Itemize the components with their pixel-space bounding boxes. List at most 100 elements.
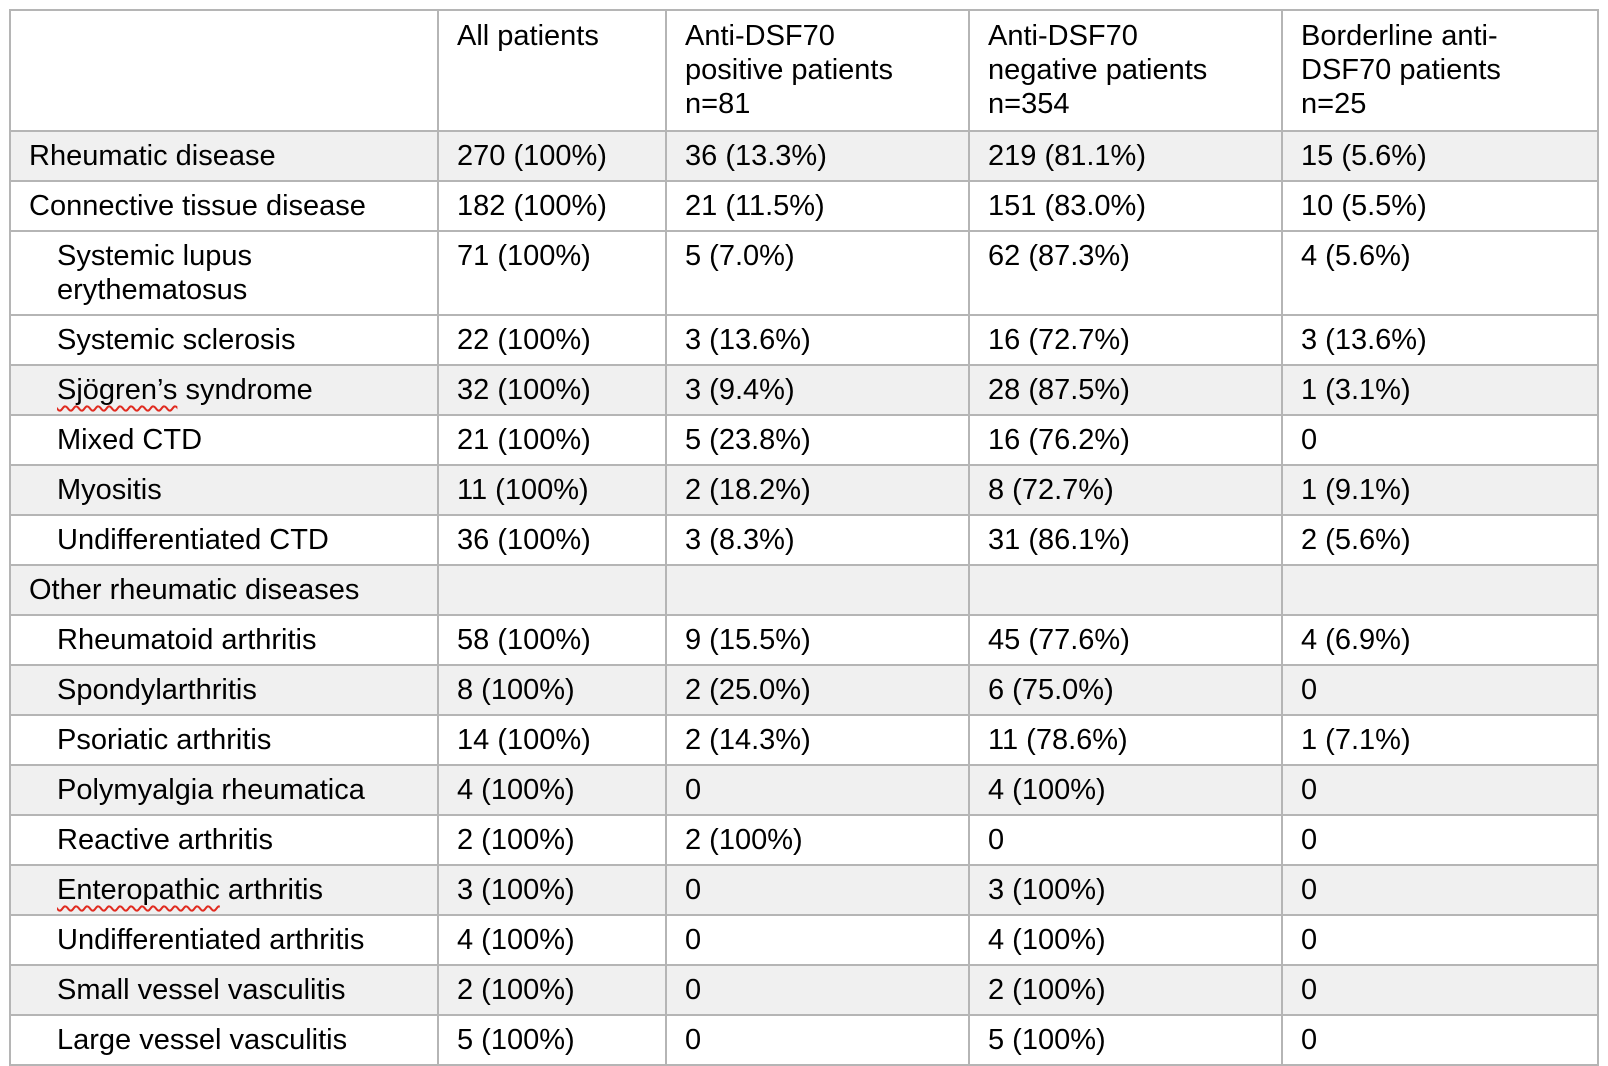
data-cell[interactable]: 0: [1281, 1014, 1599, 1066]
data-cell[interactable]: [1281, 564, 1599, 616]
data-cell[interactable]: 71 (100%): [437, 230, 667, 316]
column-header-cell[interactable]: Borderline anti- DSF70 patients n=25: [1281, 9, 1599, 132]
row-label-cell[interactable]: Systemic sclerosis: [9, 314, 439, 366]
data-cell[interactable]: 5 (100%): [968, 1014, 1283, 1066]
data-cell[interactable]: 0: [665, 964, 970, 1016]
row-label-cell[interactable]: Spondylarthritis: [9, 664, 439, 716]
data-cell[interactable]: [968, 564, 1283, 616]
row-label-cell[interactable]: Sjögren’s syndrome: [9, 364, 439, 416]
data-cell[interactable]: 21 (11.5%): [665, 180, 970, 232]
data-cell[interactable]: 3 (8.3%): [665, 514, 970, 566]
data-cell[interactable]: 0: [1281, 814, 1599, 866]
column-header-cell[interactable]: Anti-DSF70 negative patients n=354: [968, 9, 1283, 132]
data-cell[interactable]: 0: [1281, 864, 1599, 916]
data-cell[interactable]: 9 (15.5%): [665, 614, 970, 666]
data-cell[interactable]: 270 (100%): [437, 130, 667, 182]
row-label-cell[interactable]: Enteropathic arthritis: [9, 864, 439, 916]
data-cell[interactable]: 2 (100%): [665, 814, 970, 866]
cell-value: 0: [685, 924, 702, 956]
data-cell[interactable]: 2 (14.3%): [665, 714, 970, 766]
data-cell[interactable]: 15 (5.6%): [1281, 130, 1599, 182]
data-cell[interactable]: 45 (77.6%): [968, 614, 1283, 666]
data-cell[interactable]: 2 (25.0%): [665, 664, 970, 716]
data-cell[interactable]: 8 (72.7%): [968, 464, 1283, 516]
cell-value: 5 (7.0%): [685, 240, 795, 272]
data-cell[interactable]: 36 (100%): [437, 514, 667, 566]
data-cell[interactable]: 22 (100%): [437, 314, 667, 366]
data-cell[interactable]: 2 (18.2%): [665, 464, 970, 516]
data-cell[interactable]: 5 (23.8%): [665, 414, 970, 466]
row-label-cell[interactable]: Systemic lupus erythematosus: [9, 230, 439, 316]
row-label-cell[interactable]: Rheumatoid arthritis: [9, 614, 439, 666]
row-label-cell[interactable]: Rheumatic disease: [9, 130, 439, 182]
cell-value: 2 (100%): [988, 974, 1106, 1006]
data-cell[interactable]: 11 (78.6%): [968, 714, 1283, 766]
data-cell[interactable]: 4 (6.9%): [1281, 614, 1599, 666]
data-cell[interactable]: 62 (87.3%): [968, 230, 1283, 316]
row-label-cell[interactable]: Large vessel vasculitis: [9, 1014, 439, 1066]
data-cell[interactable]: 0: [1281, 414, 1599, 466]
data-cell[interactable]: 0: [665, 764, 970, 816]
data-cell[interactable]: [437, 564, 667, 616]
data-cell[interactable]: 0: [665, 1014, 970, 1066]
row-label-cell[interactable]: Psoriatic arthritis: [9, 714, 439, 766]
data-cell[interactable]: 36 (13.3%): [665, 130, 970, 182]
data-cell[interactable]: 151 (83.0%): [968, 180, 1283, 232]
data-cell[interactable]: 28 (87.5%): [968, 364, 1283, 416]
data-cell[interactable]: 16 (72.7%): [968, 314, 1283, 366]
data-cell[interactable]: 10 (5.5%): [1281, 180, 1599, 232]
data-cell[interactable]: 5 (7.0%): [665, 230, 970, 316]
data-cell[interactable]: 219 (81.1%): [968, 130, 1283, 182]
data-cell[interactable]: 5 (100%): [437, 1014, 667, 1066]
data-cell[interactable]: 58 (100%): [437, 614, 667, 666]
data-cell[interactable]: 3 (9.4%): [665, 364, 970, 416]
data-cell[interactable]: 3 (100%): [968, 864, 1283, 916]
data-cell[interactable]: 11 (100%): [437, 464, 667, 516]
data-cell[interactable]: 1 (9.1%): [1281, 464, 1599, 516]
data-cell[interactable]: [665, 564, 970, 616]
row-label-cell[interactable]: Reactive arthritis: [9, 814, 439, 866]
data-cell[interactable]: 31 (86.1%): [968, 514, 1283, 566]
data-cell[interactable]: 2 (100%): [968, 964, 1283, 1016]
data-cell[interactable]: 3 (13.6%): [665, 314, 970, 366]
data-cell[interactable]: 1 (3.1%): [1281, 364, 1599, 416]
data-cell[interactable]: 0: [1281, 764, 1599, 816]
data-cell[interactable]: 21 (100%): [437, 414, 667, 466]
cell-value: 0: [1301, 924, 1318, 956]
data-cell[interactable]: 3 (100%): [437, 864, 667, 916]
data-cell[interactable]: 4 (100%): [968, 764, 1283, 816]
data-cell[interactable]: 2 (100%): [437, 814, 667, 866]
data-cell[interactable]: 0: [665, 914, 970, 966]
row-label-cell[interactable]: Small vessel vasculitis: [9, 964, 439, 1016]
row-label-cell[interactable]: Myositis: [9, 464, 439, 516]
data-cell[interactable]: 14 (100%): [437, 714, 667, 766]
data-cell[interactable]: 0: [1281, 964, 1599, 1016]
header-cell-empty[interactable]: [9, 9, 439, 132]
data-cell[interactable]: 182 (100%): [437, 180, 667, 232]
row-label-cell[interactable]: Connective tissue disease: [9, 180, 439, 232]
row-label-cell[interactable]: Other rheumatic diseases: [9, 564, 439, 616]
data-cell[interactable]: 4 (5.6%): [1281, 230, 1599, 316]
data-cell[interactable]: 6 (75.0%): [968, 664, 1283, 716]
data-cell[interactable]: 16 (76.2%): [968, 414, 1283, 466]
data-cell[interactable]: 0: [1281, 664, 1599, 716]
data-cell[interactable]: 2 (100%): [437, 964, 667, 1016]
data-cell[interactable]: 4 (100%): [437, 764, 667, 816]
data-cell[interactable]: 1 (7.1%): [1281, 714, 1599, 766]
row-label-cell[interactable]: Polymyalgia rheumatica: [9, 764, 439, 816]
column-header-cell[interactable]: Anti-DSF70 positive patients n=81: [665, 9, 970, 132]
row-label-cell[interactable]: Mixed CTD: [9, 414, 439, 466]
data-cell[interactable]: 3 (13.6%): [1281, 314, 1599, 366]
data-cell[interactable]: 0: [968, 814, 1283, 866]
data-cell[interactable]: 0: [665, 864, 970, 916]
data-cell[interactable]: 4 (100%): [437, 914, 667, 966]
column-header-cell[interactable]: All patients: [437, 9, 667, 132]
data-cell[interactable]: 2 (5.6%): [1281, 514, 1599, 566]
row-label-cell[interactable]: Undifferentiated arthritis: [9, 914, 439, 966]
data-cell[interactable]: 0: [1281, 914, 1599, 966]
cell-value: 5 (23.8%): [685, 424, 811, 456]
data-cell[interactable]: 4 (100%): [968, 914, 1283, 966]
data-cell[interactable]: 8 (100%): [437, 664, 667, 716]
data-cell[interactable]: 32 (100%): [437, 364, 667, 416]
row-label-cell[interactable]: Undifferentiated CTD: [9, 514, 439, 566]
